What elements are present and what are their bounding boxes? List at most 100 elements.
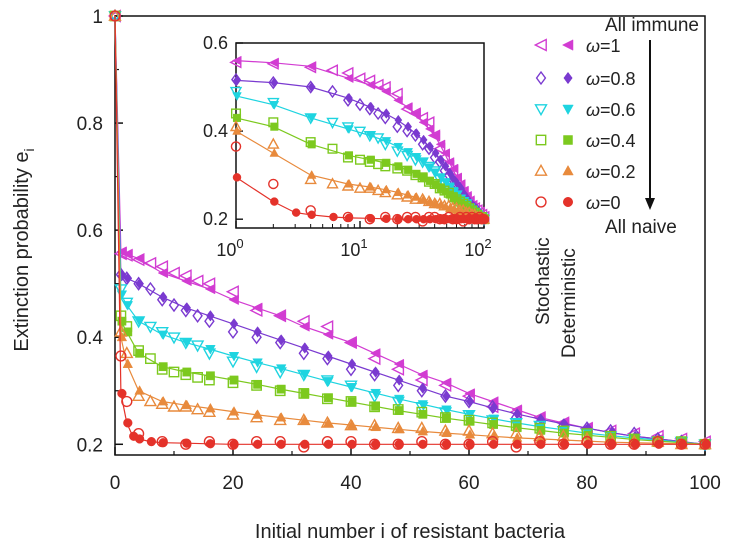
stochastic-point — [297, 369, 311, 382]
deterministic-point — [123, 418, 133, 428]
stochastic-point — [558, 425, 569, 437]
stochastic-point — [510, 441, 522, 453]
legend: All immune All naive Stochastic Determin… — [533, 15, 699, 358]
deterministic-point — [442, 413, 451, 423]
stochastic-point — [167, 399, 181, 412]
inset-stochastic-point — [326, 177, 339, 189]
stochastic-point — [190, 340, 205, 353]
inset-stochastic-point — [428, 166, 441, 178]
stochastic-point — [345, 396, 357, 407]
inset-stochastic-point — [354, 154, 366, 165]
stochastic-point — [367, 418, 382, 431]
stochastic-point — [204, 314, 215, 329]
inset-stochastic-point — [380, 211, 391, 223]
stochastic-point — [190, 402, 205, 415]
inset-stochastic-point — [363, 181, 377, 193]
inset-stochastic-point — [471, 213, 483, 225]
stochastic-point — [439, 438, 452, 450]
inset-series-group — [230, 141, 490, 227]
inset-stochastic-point — [342, 152, 354, 163]
stochastic-point — [250, 435, 263, 448]
stochastic-point — [344, 418, 358, 431]
stochastic-point — [344, 380, 358, 393]
inset-stochastic-point — [408, 107, 421, 120]
x-tick-label: 80 — [576, 473, 597, 494]
legend-stochastic-marker — [535, 196, 547, 208]
inset-stochastic-point — [267, 97, 280, 110]
inset-stochastic-point — [410, 128, 421, 143]
stochastic-point — [166, 266, 180, 280]
inset-stochastic-point — [416, 192, 429, 204]
legend-deterministic-marker — [563, 135, 573, 145]
stochastic-point — [414, 373, 428, 387]
legend-stochastic-label: Stochastic — [533, 237, 554, 325]
stochastic-point — [463, 394, 475, 409]
stochastic-point — [321, 435, 334, 448]
inset-deterministic-point — [381, 137, 392, 146]
stochastic-point — [145, 281, 156, 297]
inset-stochastic-point — [466, 211, 478, 223]
inset-stochastic-point — [353, 126, 367, 138]
stochastic-point — [204, 374, 215, 386]
deterministic-point — [347, 397, 357, 407]
inset-log-plot: 100 101 102 0.2 0.4 0.6 — [203, 33, 492, 260]
inset-deterministic-point — [270, 197, 279, 206]
x-tick-label: 40 — [340, 473, 361, 494]
stochastic-point — [392, 438, 404, 450]
deterministic-point — [122, 358, 134, 368]
stochastic-point — [322, 351, 333, 366]
legend-top-label: All immune — [605, 15, 699, 36]
inset-stochastic-point — [268, 75, 279, 90]
stochastic-point — [320, 375, 335, 388]
stochastic-point — [273, 367, 287, 380]
inset-stochastic-point — [424, 142, 434, 156]
deterministic-point — [146, 436, 157, 447]
y-tick-label: 0.2 — [77, 435, 103, 456]
legend-stochastic-marker — [535, 70, 547, 86]
stochastic-point — [131, 252, 145, 267]
deterministic-point — [275, 364, 287, 374]
inset-stochastic-point — [373, 159, 384, 170]
stochastic-point — [143, 256, 157, 270]
stochastic-point — [345, 435, 357, 448]
stochastic-point — [180, 369, 192, 381]
stochastic-point — [391, 421, 405, 434]
y-tick-label: 0.4 — [77, 328, 104, 349]
stochastic-point — [296, 314, 310, 328]
stochastic-point — [298, 441, 310, 453]
inset-stochastic-point — [266, 57, 279, 70]
inset-stochastic-point — [363, 130, 377, 143]
series-group — [109, 10, 711, 453]
deterministic-line — [114, 15, 706, 445]
stochastic-point — [510, 420, 522, 431]
stochastic-point — [415, 421, 429, 434]
stochastic-point — [133, 345, 144, 356]
inset-stochastic-point — [341, 179, 355, 191]
deterministic-point — [228, 294, 239, 306]
inset-stochastic-point — [231, 72, 241, 87]
stochastic-point — [604, 438, 617, 450]
stochastic-point — [652, 435, 664, 448]
stochastic-point — [133, 276, 144, 291]
inset-stochastic-point — [409, 192, 422, 204]
stochastic-point — [416, 406, 428, 418]
stochastic-point — [156, 435, 168, 448]
inset-stochastic-point — [423, 211, 435, 223]
inset-stochastic-point — [303, 61, 317, 74]
inset-stochastic-point — [392, 213, 403, 225]
inset-stochastic-point — [402, 124, 413, 138]
inset-stochastic-point — [267, 137, 280, 149]
stochastic-point — [143, 321, 158, 334]
main-plot-series — [107, 8, 712, 453]
inset-stochastic-point — [327, 143, 338, 154]
stochastic-point — [131, 388, 146, 401]
stochastic-point — [227, 377, 239, 389]
stochastic-point — [114, 284, 128, 297]
deterministic-point — [300, 389, 310, 398]
x-axis-label: Initial number i of resistant bacteria — [255, 521, 566, 543]
stochastic-point — [485, 426, 500, 439]
stochastic-point — [699, 438, 711, 450]
inset-stochastic-point — [305, 80, 316, 94]
inset-stochastic-point — [353, 72, 366, 85]
stochastic-point — [178, 269, 192, 283]
